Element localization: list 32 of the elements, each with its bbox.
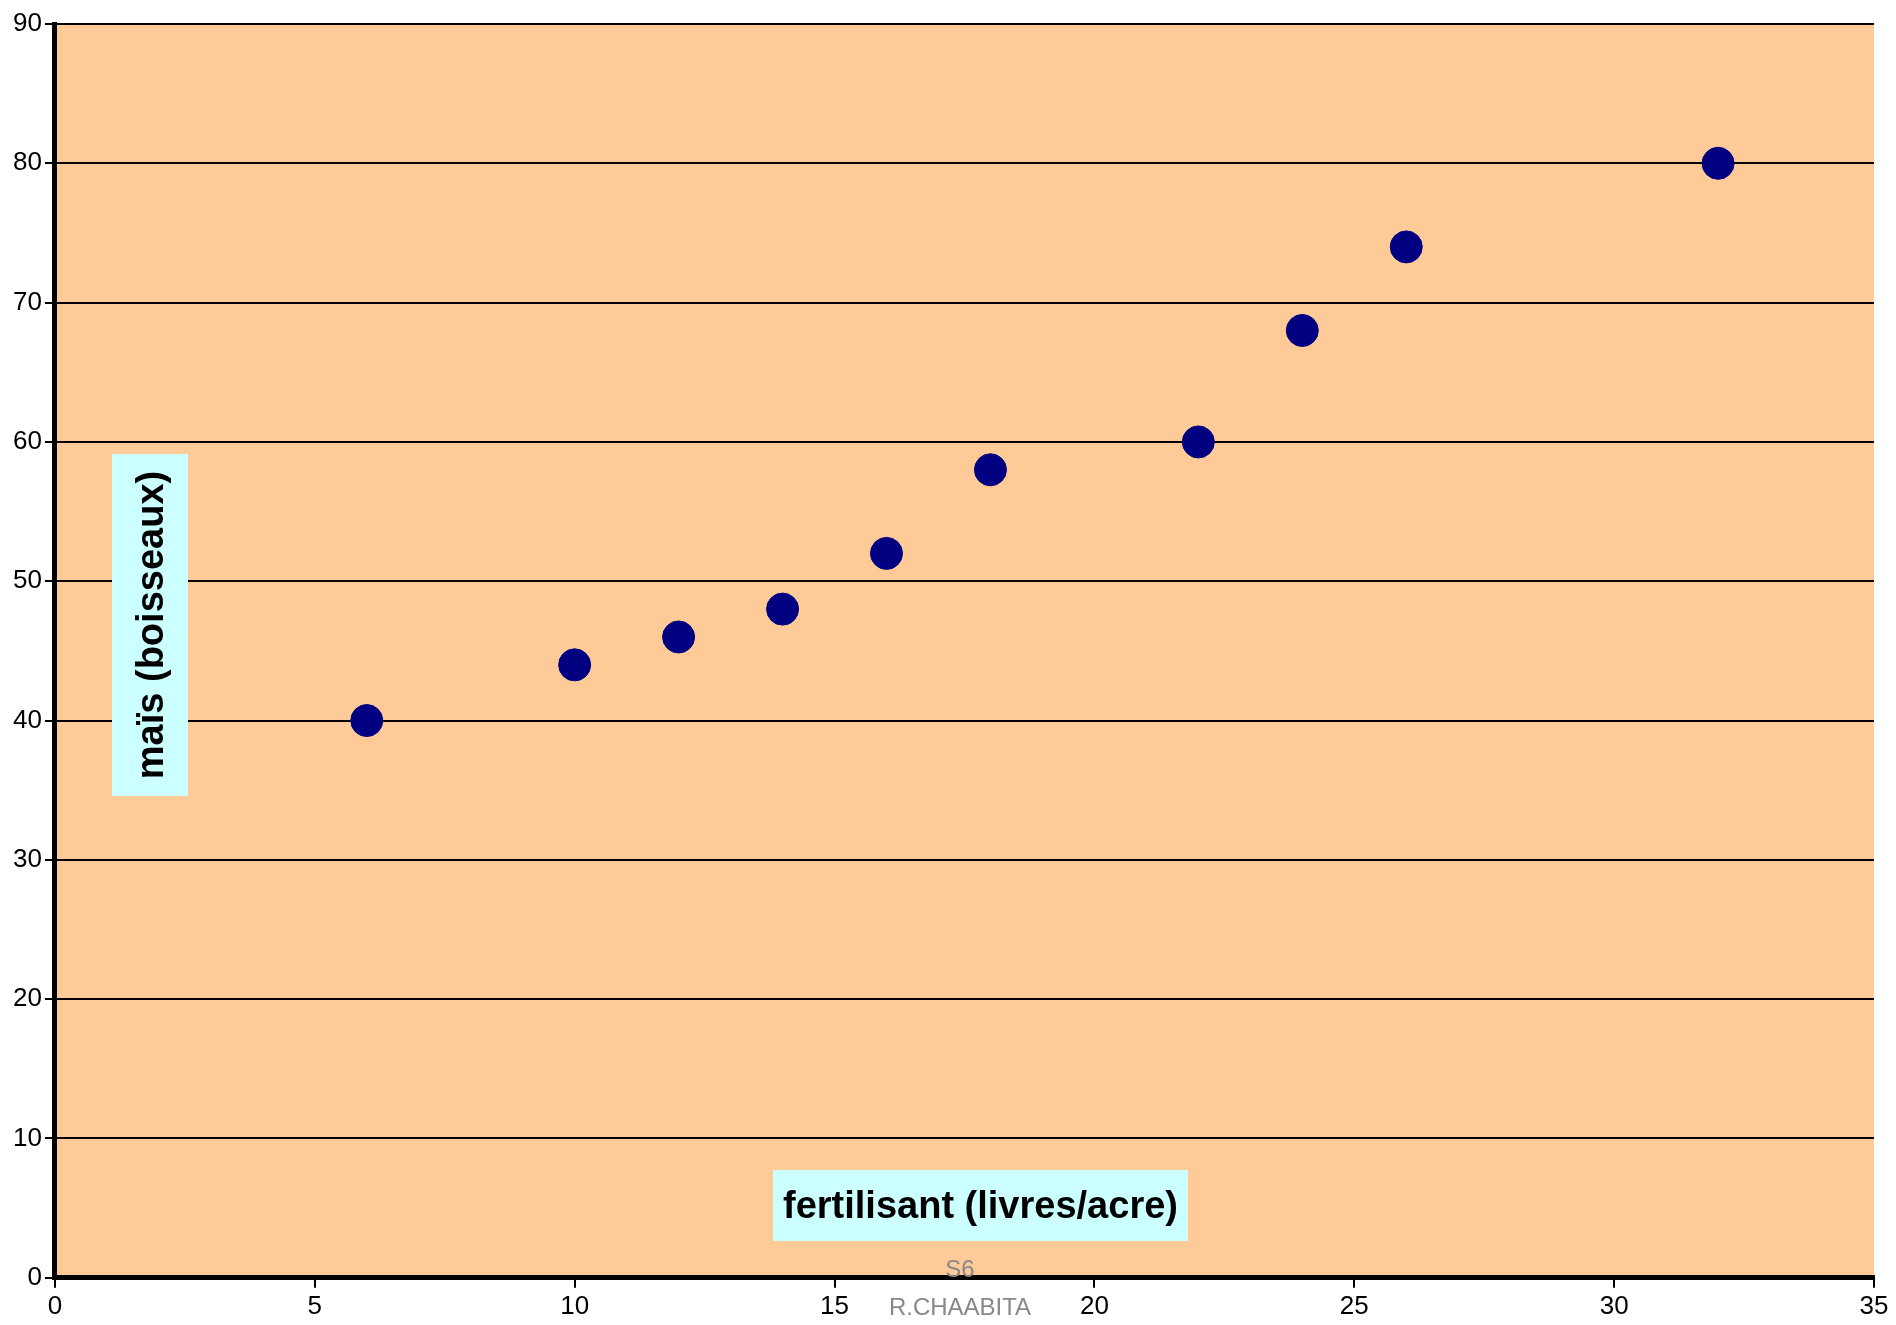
x-tick-label: 0: [47, 1289, 63, 1320]
y-tick-label: 50: [13, 564, 42, 595]
y-tick-label: 60: [13, 425, 42, 456]
y-tick-label: 30: [13, 843, 42, 874]
y-tick-label: 90: [13, 7, 42, 38]
point: [1389, 230, 1423, 264]
point: [766, 592, 800, 626]
x-tick-label: 10: [560, 1289, 590, 1320]
point: [870, 536, 903, 570]
point: [350, 704, 384, 738]
x-tick-label: 20: [1079, 1289, 1109, 1320]
y-tick-label: 70: [13, 285, 42, 316]
x-tick-label: 30: [1599, 1289, 1629, 1320]
x-tick-label: 15: [820, 1289, 849, 1320]
point: [973, 453, 1007, 487]
y-axis-title: maïs (boisseaux): [128, 470, 172, 780]
y-tick-label: 40: [13, 703, 42, 734]
annotation: S6: [945, 1255, 975, 1283]
y-tick-label: 10: [13, 1121, 42, 1152]
y-tick-label: 80: [13, 146, 42, 177]
point: [662, 620, 696, 654]
point: [1701, 146, 1735, 180]
point: [1181, 425, 1215, 459]
x-tick-label: 25: [1339, 1289, 1369, 1320]
x-axis-title: fertilisant (livres/acre): [773, 1170, 1188, 1241]
point: [1285, 313, 1319, 347]
x-tick-label: 5: [307, 1289, 323, 1320]
point: [558, 648, 592, 682]
y-tick-label: 0: [27, 1260, 42, 1291]
x-tick-label: 35: [1859, 1289, 1889, 1320]
text: R.CHAABITA: [888, 1293, 1032, 1321]
y-tick-label: 20: [13, 982, 42, 1013]
